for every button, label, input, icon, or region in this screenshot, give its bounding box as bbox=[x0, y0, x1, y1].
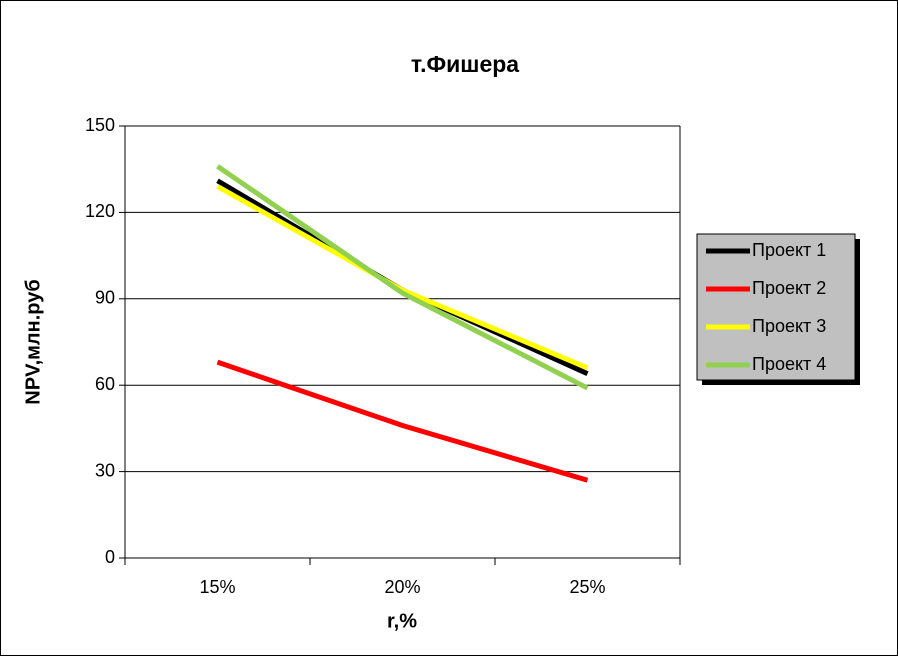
x-axis-label: r,% bbox=[387, 610, 417, 632]
legend bbox=[696, 233, 856, 381]
y-tick-label: 150 bbox=[85, 115, 115, 135]
y-tick-label: 60 bbox=[95, 374, 115, 394]
y-tick-label: 90 bbox=[95, 288, 115, 308]
x-tick-label: 20% bbox=[384, 577, 420, 597]
y-tick-label: 0 bbox=[105, 547, 115, 567]
y-axis-label: NPV,млн.руб bbox=[22, 279, 44, 404]
legend-label: Проект 2 bbox=[752, 278, 826, 298]
x-tick-label: 15% bbox=[199, 577, 235, 597]
series-line bbox=[216, 164, 589, 391]
legend-label: Проект 3 bbox=[752, 316, 826, 336]
series-line bbox=[216, 359, 589, 483]
y-tick-label: 30 bbox=[95, 460, 115, 480]
x-tick-label: 25% bbox=[569, 577, 605, 597]
legend-label: Проект 1 bbox=[752, 240, 826, 260]
legend-label: Проект 4 bbox=[752, 354, 826, 374]
y-tick-label: 120 bbox=[85, 201, 115, 221]
chart-title: т.Фишера bbox=[411, 51, 519, 77]
